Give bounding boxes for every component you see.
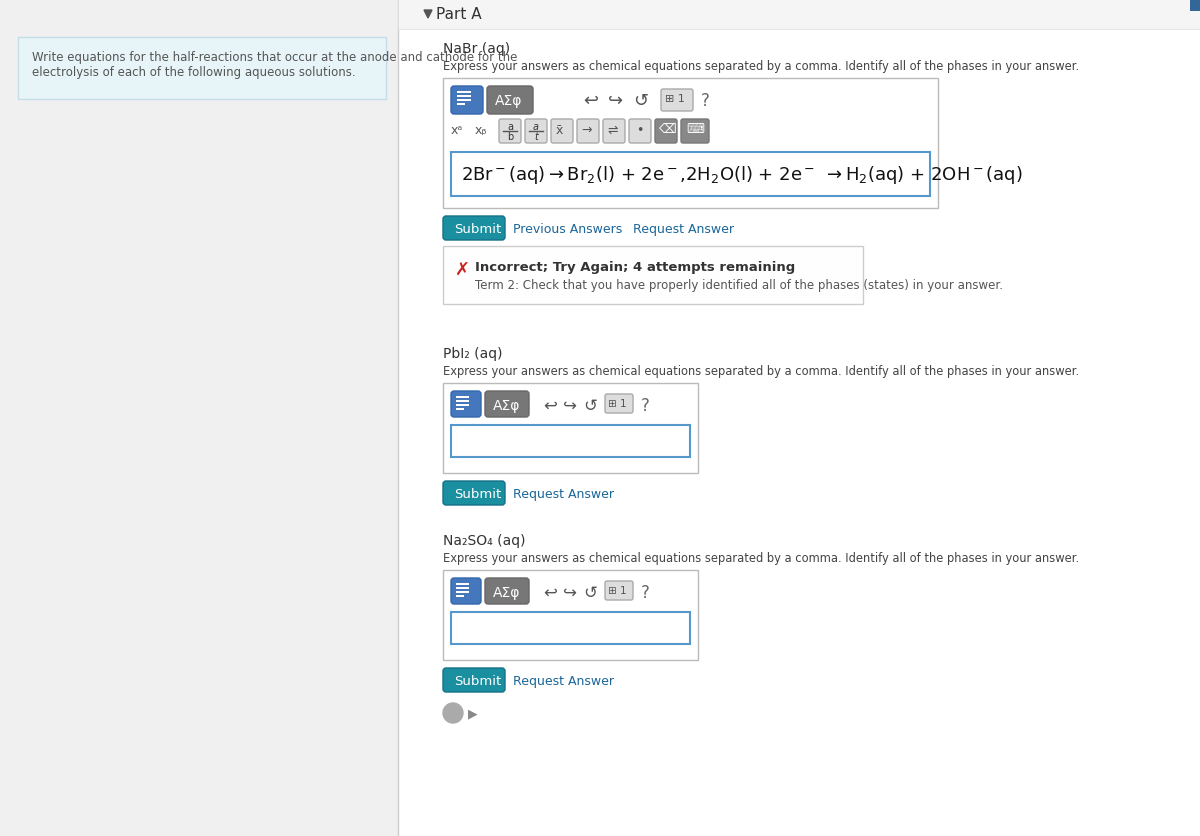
Text: 2Br$^-$(aq)$\rightarrow$Br$_2$(l) + 2e$^-$,2H$_2$O(l) + 2e$^-$ $\rightarrow$H$_2: 2Br$^-$(aq)$\rightarrow$Br$_2$(l) + 2e$^… xyxy=(461,164,1022,186)
Text: Previous Answers: Previous Answers xyxy=(514,222,623,236)
FancyBboxPatch shape xyxy=(605,395,634,414)
Text: Part A: Part A xyxy=(436,7,481,22)
Bar xyxy=(443,79,938,209)
Text: AΣφ: AΣφ xyxy=(493,399,521,412)
Text: ↪: ↪ xyxy=(563,584,577,601)
Text: AΣφ: AΣφ xyxy=(493,585,521,599)
Text: Submit: Submit xyxy=(454,487,502,501)
Text: electrolysis of each of the following aqueous solutions.: electrolysis of each of the following aq… xyxy=(32,66,355,79)
Bar xyxy=(456,409,464,410)
Bar xyxy=(457,99,470,102)
FancyBboxPatch shape xyxy=(485,579,529,604)
Text: ↺: ↺ xyxy=(583,584,596,601)
Text: ⇌: ⇌ xyxy=(607,124,618,137)
Bar xyxy=(451,426,690,457)
Text: Express your answers as chemical equations separated by a comma. Identify all of: Express your answers as chemical equatio… xyxy=(443,364,1079,378)
FancyBboxPatch shape xyxy=(451,87,482,115)
Circle shape xyxy=(443,703,463,723)
Bar xyxy=(456,588,469,589)
Text: NaBr (aq): NaBr (aq) xyxy=(443,42,510,56)
FancyBboxPatch shape xyxy=(526,120,547,144)
Bar xyxy=(457,104,466,106)
Text: Express your answers as chemical equations separated by a comma. Identify all of: Express your answers as chemical equatio… xyxy=(443,60,1079,73)
Bar xyxy=(456,584,469,585)
Text: ↺: ↺ xyxy=(634,92,648,110)
Bar xyxy=(456,396,469,399)
Bar xyxy=(443,570,698,660)
FancyBboxPatch shape xyxy=(451,579,481,604)
Text: ⊞ 1: ⊞ 1 xyxy=(608,585,626,595)
Text: ▶: ▶ xyxy=(468,706,478,719)
Text: Term 2: Check that you have properly identified all of the phases (states) in yo: Term 2: Check that you have properly ide… xyxy=(475,278,1003,292)
Bar xyxy=(451,612,690,645)
Text: xᵦ: xᵦ xyxy=(475,124,487,137)
Text: •: • xyxy=(636,124,643,137)
Text: ↩: ↩ xyxy=(542,396,557,415)
Bar xyxy=(456,595,464,597)
FancyBboxPatch shape xyxy=(443,668,505,692)
Bar xyxy=(443,247,863,304)
Text: Na₂SO₄ (aq): Na₂SO₄ (aq) xyxy=(443,533,526,548)
Bar xyxy=(18,38,386,99)
FancyBboxPatch shape xyxy=(629,120,650,144)
Text: xᵃ: xᵃ xyxy=(451,124,463,137)
Text: ↩: ↩ xyxy=(542,584,557,601)
FancyBboxPatch shape xyxy=(661,90,694,112)
Bar xyxy=(456,405,469,406)
Text: ↩: ↩ xyxy=(583,92,598,110)
Text: Submit: Submit xyxy=(454,222,502,236)
Text: Request Answer: Request Answer xyxy=(634,222,734,236)
Text: ?: ? xyxy=(701,92,710,110)
Text: t: t xyxy=(534,132,538,142)
Bar xyxy=(457,96,470,98)
FancyBboxPatch shape xyxy=(443,217,505,241)
Text: a: a xyxy=(508,122,514,132)
Text: Incorrect; Try Again; 4 attempts remaining: Incorrect; Try Again; 4 attempts remaini… xyxy=(475,261,796,273)
Text: PbI₂ (aq): PbI₂ (aq) xyxy=(443,347,503,360)
Text: Request Answer: Request Answer xyxy=(514,674,614,687)
Text: ⌫: ⌫ xyxy=(659,123,677,135)
Text: ↺: ↺ xyxy=(583,396,596,415)
Bar xyxy=(398,0,1200,836)
Bar xyxy=(456,591,469,594)
Bar xyxy=(443,384,698,473)
Text: ⊞ 1: ⊞ 1 xyxy=(665,94,685,104)
Bar xyxy=(0,0,398,836)
Text: Express your answers as chemical equations separated by a comma. Identify all of: Express your answers as chemical equatio… xyxy=(443,551,1079,564)
Text: x̄: x̄ xyxy=(556,124,563,137)
Text: →: → xyxy=(581,124,592,137)
FancyBboxPatch shape xyxy=(577,120,599,144)
FancyBboxPatch shape xyxy=(487,87,533,115)
Bar xyxy=(451,153,930,196)
Text: b: b xyxy=(506,132,514,142)
Text: ⊞ 1: ⊞ 1 xyxy=(608,399,626,409)
FancyBboxPatch shape xyxy=(605,581,634,600)
FancyBboxPatch shape xyxy=(499,120,521,144)
Text: Request Answer: Request Answer xyxy=(514,487,614,501)
Bar xyxy=(456,400,469,402)
Polygon shape xyxy=(424,11,432,19)
FancyBboxPatch shape xyxy=(451,391,481,417)
Text: ?: ? xyxy=(641,584,650,601)
Bar xyxy=(457,92,470,94)
Text: ?: ? xyxy=(641,396,650,415)
Bar xyxy=(398,0,1200,30)
FancyBboxPatch shape xyxy=(443,482,505,506)
Text: Submit: Submit xyxy=(454,674,502,687)
Text: ↪: ↪ xyxy=(608,92,623,110)
Bar xyxy=(1190,0,1200,12)
Text: ⌨: ⌨ xyxy=(686,123,704,135)
FancyBboxPatch shape xyxy=(682,120,709,144)
Text: Write equations for the half-reactions that occur at the anode and cathode for t: Write equations for the half-reactions t… xyxy=(32,51,517,64)
Text: ↪: ↪ xyxy=(563,396,577,415)
FancyBboxPatch shape xyxy=(551,120,574,144)
Text: a: a xyxy=(533,122,539,132)
Text: ✗: ✗ xyxy=(455,261,470,278)
FancyBboxPatch shape xyxy=(655,120,677,144)
FancyBboxPatch shape xyxy=(485,391,529,417)
Text: AΣφ: AΣφ xyxy=(496,94,522,108)
FancyBboxPatch shape xyxy=(604,120,625,144)
